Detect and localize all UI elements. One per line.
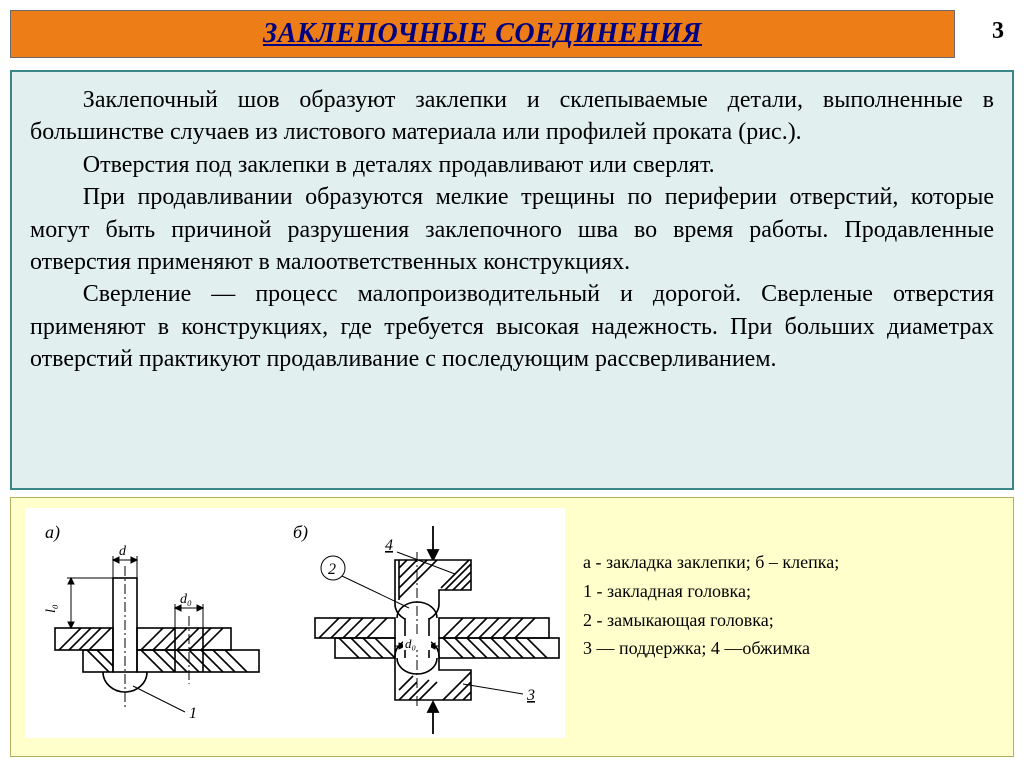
rivet-svg: а) xyxy=(25,508,565,738)
label-a: а) xyxy=(45,522,60,543)
svg-text:d₀: d₀ xyxy=(405,636,416,651)
paragraph-3: При продавливании образуются мелкие трещ… xyxy=(30,181,994,278)
svg-text:4: 4 xyxy=(385,537,393,554)
legend-line-1: а - закладка заклепки; б – клепка; xyxy=(583,548,999,577)
label-b: б) xyxy=(293,522,308,543)
legend-line-3: 2 - замыкающая головка; xyxy=(583,606,999,635)
sheets-a xyxy=(55,628,259,672)
dim-l0: l₀ xyxy=(44,578,113,628)
header-title: ЗАКЛЕПОЧНЫЕ СОЕДИНЕНИЯ xyxy=(263,18,702,50)
figure-panel: а) xyxy=(10,497,1014,757)
legend-line-4: 3 — поддержка; 4 —обжимка xyxy=(583,634,999,663)
svg-text:3: 3 xyxy=(526,687,535,704)
leader-1: 1 xyxy=(133,686,197,722)
slide: ЗАКЛЕПОЧНЫЕ СОЕДИНЕНИЯ 3 Заклепочный шов… xyxy=(0,0,1024,767)
svg-text:d: d xyxy=(119,544,127,559)
paragraph-2: Отверстия под заклепки в деталях продавл… xyxy=(30,149,994,181)
rivet-a xyxy=(103,566,147,708)
rivet-diagram: а) xyxy=(25,508,565,738)
page-number: 3 xyxy=(992,18,1004,45)
svg-text:2: 2 xyxy=(328,561,336,578)
figure-row: а) xyxy=(11,498,1013,748)
paragraph-4: Сверление — процесс малопроизводительный… xyxy=(30,278,994,375)
legend-line-2: 1 - закладная головка; xyxy=(583,577,999,606)
upper-die xyxy=(395,560,471,622)
svg-text:d₀: d₀ xyxy=(180,592,192,607)
svg-text:l₀: l₀ xyxy=(44,604,59,613)
text-panel: Заклепочный шов образуют заклепки и скле… xyxy=(10,70,1014,490)
paragraph-1: Заклепочный шов образуют заклепки и скле… xyxy=(30,84,994,149)
header-bar: ЗАКЛЕПОЧНЫЕ СОЕДИНЕНИЯ xyxy=(10,10,955,58)
figure-legend: а - закладка заклепки; б – клепка; 1 - з… xyxy=(583,508,999,663)
body-text: Заклепочный шов образуют заклепки и скле… xyxy=(30,84,994,376)
svg-text:1: 1 xyxy=(189,705,197,722)
leader-3: 3 xyxy=(463,684,535,704)
